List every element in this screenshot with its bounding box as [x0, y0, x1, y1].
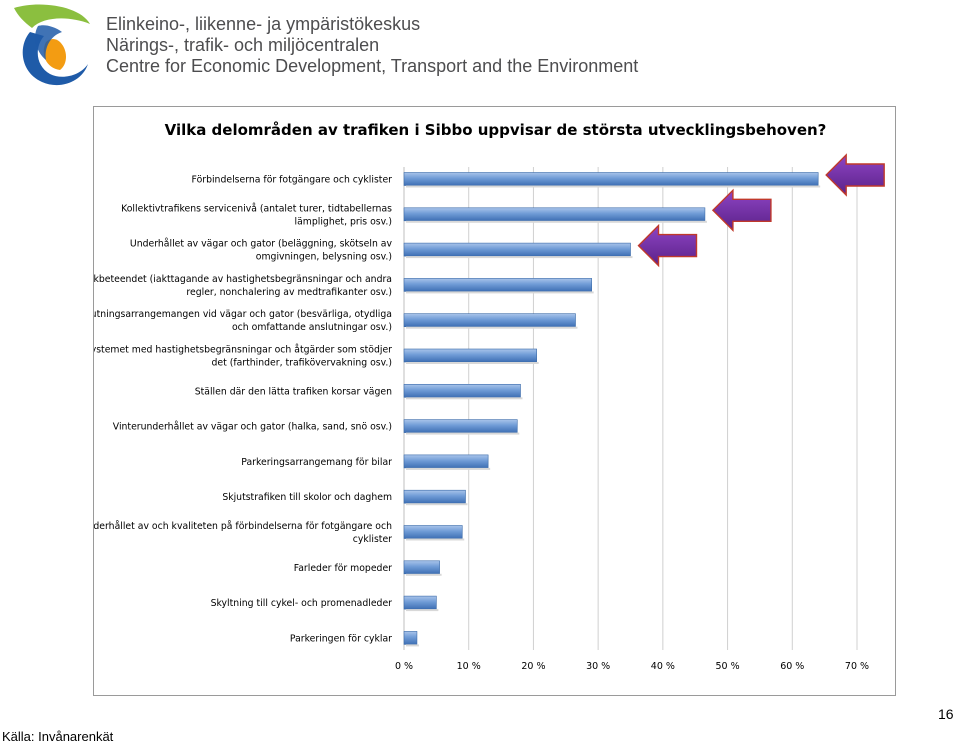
chart-title: Vilka delområden av trafiken i Sibbo upp…: [164, 121, 827, 139]
category-label: Vinterunderhållet av vägar och gator (ha…: [113, 422, 392, 433]
chart-frame: Vilka delområden av trafiken i Sibbo upp…: [93, 106, 896, 696]
bar-chart: Förbindelserna för fotgängare och cyklis…: [94, 153, 885, 672]
highlight-arrow-icon: [637, 223, 698, 268]
category-label-line: Kollektivtrafikens servicenivå (antalet …: [121, 203, 392, 214]
category-label: Underhållet av vägar och gator (beläggni…: [130, 239, 393, 263]
category-label: Systemet med hastighetsbegränsningar och…: [94, 345, 392, 369]
highlight-arrows: [637, 153, 885, 268]
category-label-line: Skyltning till cykel- och promenadleder: [211, 598, 393, 609]
category-label-line: Trafikbeteendet (iakttagande av hastighe…: [94, 274, 392, 285]
bar: [403, 348, 537, 363]
category-label-line: det (farthinder, trafikövervakning osv.): [211, 358, 392, 369]
category-label-line: Underhållet av och kvaliteten på förbind…: [94, 521, 392, 532]
bar: [403, 278, 592, 292]
bar-shadow: [406, 503, 468, 506]
bar: [403, 595, 437, 610]
category-label-line: omgivningen, belysning osv.): [256, 252, 392, 263]
category-label-line: Systemet med hastighetsbegränsningar och…: [94, 345, 392, 356]
bar-shadow: [406, 538, 465, 541]
bar-shadow: [406, 291, 594, 294]
bar: [403, 489, 466, 504]
category-label: Kollektivtrafikens servicenivå (antalet …: [121, 203, 392, 227]
x-tick-label: 40 %: [651, 661, 675, 672]
bar: [403, 525, 463, 539]
bar-shadow: [406, 573, 442, 576]
bar-shadow: [406, 432, 520, 435]
category-label-line: Anslutningsarrangemangen vid vägar och g…: [94, 309, 392, 320]
category-label-line: Vinterunderhållet av vägar och gator (ha…: [113, 422, 392, 433]
bar: [403, 419, 518, 433]
category-label: Anslutningsarrangemangen vid vägar och g…: [94, 309, 392, 333]
bar-shadow: [406, 256, 633, 259]
x-tick-label: 0 %: [395, 661, 413, 672]
category-label: Parkeringsarrangemang för bilar: [241, 457, 392, 468]
bar-shadow: [406, 644, 419, 647]
bar-shadow: [406, 326, 578, 329]
category-label: Parkeringen för cyklar: [290, 633, 392, 644]
x-tick-label: 50 %: [716, 661, 740, 672]
category-labels: Förbindelserna för fotgängare och cyklis…: [94, 175, 392, 645]
category-label-line: Farleder för mopeder: [294, 563, 392, 574]
bar: [403, 560, 440, 575]
gridlines: [403, 167, 858, 650]
org-name-swedish: Närings-, trafik- och miljöcentralen: [106, 35, 380, 55]
bar-shadow: [406, 362, 539, 364]
bar-shadow: [406, 467, 491, 470]
bar-shadow: [406, 185, 821, 188]
bar: [403, 454, 489, 469]
category-label-line: Förbindelserna för fotgängare och cyklis…: [192, 175, 393, 186]
x-tick-label: 60 %: [780, 661, 804, 672]
bar: [403, 313, 576, 327]
category-label-line: Skjutstrafiken till skolor och daghem: [222, 492, 392, 503]
bar: [403, 631, 418, 645]
category-label: Förbindelserna för fotgängare och cyklis…: [192, 175, 393, 186]
category-label-line: Underhållet av vägar och gator (beläggni…: [130, 239, 393, 250]
category-label-line: Parkeringen för cyklar: [290, 633, 392, 644]
bar: [403, 172, 819, 186]
category-label-line: Parkeringsarrangemang för bilar: [241, 457, 392, 468]
bar: [403, 383, 521, 398]
bars: [403, 172, 821, 647]
logo-green-leaf: [14, 4, 90, 28]
bar-shadow: [406, 220, 707, 223]
category-label: Underhållet av och kvaliteten på förbind…: [94, 521, 392, 545]
category-label-line: Ställen där den lätta trafiken korsar vä…: [195, 386, 392, 397]
highlight-arrow-icon: [711, 188, 772, 232]
ely-centre-logo: [14, 4, 90, 86]
bar-shadow: [406, 397, 523, 400]
x-tick-labels: 0 % 10 % 20 % 30 % 40 % 50 % 60 % 70 %: [395, 661, 869, 672]
logo-orange-shape: [43, 39, 66, 70]
category-label-line: cyklister: [353, 534, 392, 545]
highlight-arrow-icon: [825, 153, 885, 197]
category-label-line: och omfattande anslutningar osv.): [232, 322, 392, 333]
header: Elinkeino-, liikenne- ja ympäristökeskus…: [0, 0, 959, 92]
logo-blue-ring: [22, 32, 88, 86]
x-tick-label: 70 %: [845, 661, 869, 672]
source-note: Källa: Invånarenkät: [2, 729, 114, 744]
category-label-line: lämplighet, pris osv.): [295, 216, 392, 227]
category-label-line: regler, nonchalering av medtrafikanter o…: [186, 287, 392, 298]
bar: [403, 242, 631, 257]
page-number: 16: [938, 706, 954, 722]
org-name-english: Centre for Economic Development, Transpo…: [106, 56, 639, 76]
bar-shadow: [406, 609, 439, 612]
category-label: Farleder för mopeder: [294, 563, 392, 574]
category-label: Trafikbeteendet (iakttagande av hastighe…: [94, 274, 392, 298]
category-label: Skjutstrafiken till skolor och daghem: [222, 492, 392, 503]
x-tick-label: 20 %: [521, 661, 545, 672]
x-tick-label: 30 %: [586, 661, 610, 672]
category-label: Skyltning till cykel- och promenadleder: [211, 598, 393, 609]
bar: [403, 207, 706, 222]
x-tick-label: 10 %: [457, 661, 481, 672]
logo-blue-inner: [35, 25, 62, 60]
category-label: Ställen där den lätta trafiken korsar vä…: [195, 386, 392, 397]
org-name-finnish: Elinkeino-, liikenne- ja ympäristökeskus: [106, 14, 421, 34]
